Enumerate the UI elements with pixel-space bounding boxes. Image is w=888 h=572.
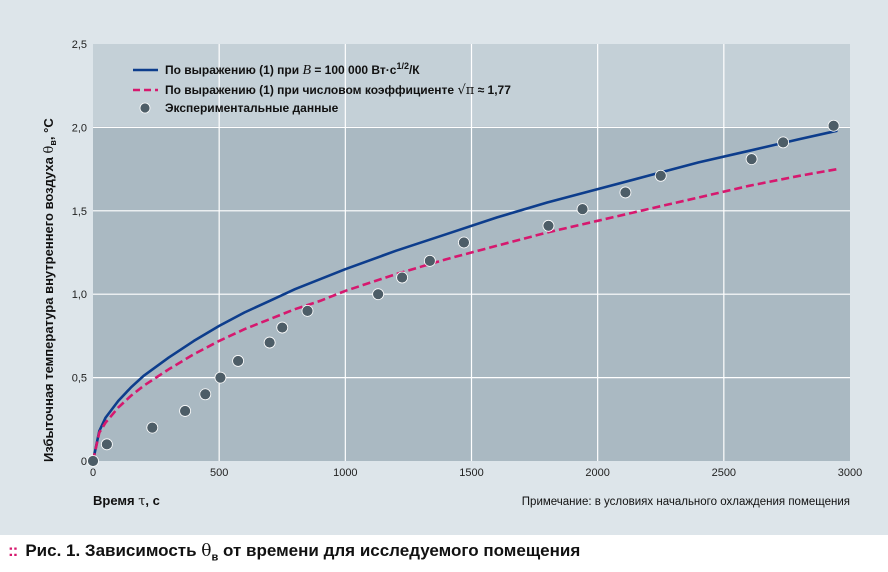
caption-marker: :: [8, 541, 18, 560]
y-tick-label: 0,5 [72, 373, 87, 385]
x-tick-label: 3000 [838, 467, 862, 479]
data-point [179, 405, 192, 417]
data-point [396, 271, 409, 284]
figure-panel: 0 0,5 1,0 1,5 2,0 2,5 0 500 1000 1500 2000 2500 300… [0, 0, 888, 535]
y-tick-label: 1,0 [72, 289, 87, 301]
data-point [777, 136, 790, 149]
caption-sub: в [211, 551, 219, 564]
x-tick-label: 1500 [459, 467, 483, 479]
data-point [232, 355, 244, 367]
x-tick-label: 0 [90, 467, 96, 479]
data-point [458, 236, 470, 249]
legend-item-points: Экспериментальные данные [165, 101, 339, 115]
caption-tail: от времени для исследуемого помещения [218, 541, 581, 560]
caption-theta: θ [201, 541, 212, 561]
legend-item-pink: По выражению (1) при числовом коэффициен… [165, 83, 511, 98]
caption-text: Рис. 1. Зависимость [25, 541, 202, 560]
x-axis-label: Время τ, с [93, 493, 160, 509]
data-point [276, 321, 289, 334]
y-tick-label: 1,5 [72, 206, 87, 218]
legend-swatch-points [139, 102, 151, 114]
y-axis-label: Избыточная температура внутреннего возду… [41, 118, 58, 462]
x-tick-label: 2000 [585, 467, 609, 479]
y-tick-labels: 0 0,5 1,0 1,5 2,0 2,5 [72, 39, 87, 468]
data-point [146, 421, 159, 434]
data-point [372, 288, 385, 301]
data-point [619, 186, 632, 199]
data-point [301, 304, 314, 317]
y-tick-label: 2,5 [72, 39, 87, 51]
data-point [745, 153, 758, 165]
legend: По выражению (1) при B = 100 000 Вт·с1/2… [133, 61, 511, 115]
data-point [654, 169, 667, 182]
x-tick-label: 2500 [712, 467, 736, 479]
y-tick-label: 0 [81, 456, 87, 468]
data-point [199, 388, 212, 401]
chart-svg: 0 0,5 1,0 1,5 2,0 2,5 0 500 1000 1500 2000 2500 300… [41, 39, 862, 509]
x-tick-labels: 0 500 1000 1500 2000 2500 3000 [90, 467, 862, 479]
data-point [576, 203, 589, 216]
x-tick-label: 1000 [333, 467, 357, 479]
series-group [87, 119, 840, 467]
data-point [263, 336, 276, 349]
data-point [423, 254, 436, 267]
figure-caption: :: Рис. 1. Зависимость θв от времени для … [8, 541, 580, 563]
data-point [214, 371, 227, 384]
chart-note: Примечание: в условиях начального охлажд… [522, 496, 850, 508]
data-point [87, 455, 99, 467]
data-point [100, 438, 113, 451]
data-point [827, 119, 840, 132]
data-point [542, 219, 555, 232]
legend-item-blue: По выражению (1) при B = 100 000 Вт·с1/2… [165, 61, 420, 78]
x-tick-label: 500 [210, 467, 228, 479]
y-tick-label: 2,0 [72, 122, 87, 134]
